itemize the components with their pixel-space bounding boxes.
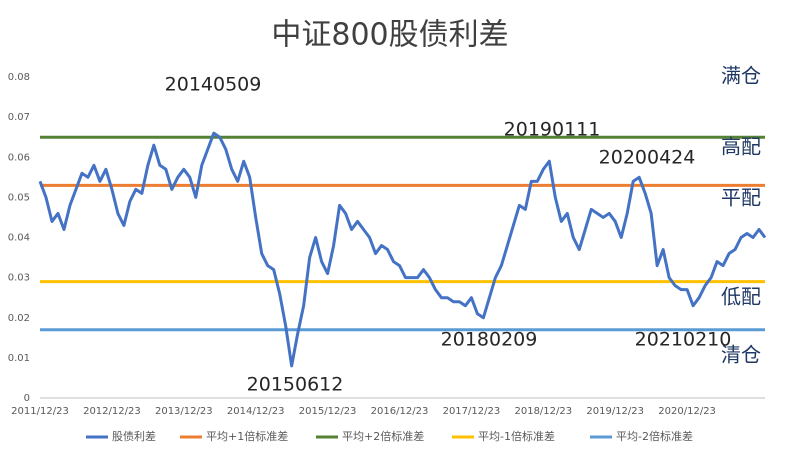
x-tick-label: 2011/12/23: [11, 406, 69, 417]
x-tick-label: 2016/12/23: [371, 406, 429, 417]
y-tick-label: 0.08: [8, 72, 30, 83]
legend-label: 平均-1倍标准差: [478, 429, 555, 443]
x-tick-label: 2015/12/23: [299, 406, 357, 417]
x-tick-label: 2013/12/23: [155, 406, 213, 417]
y-tick-label: 0.07: [8, 112, 30, 123]
legend-label: 股债利差: [112, 429, 156, 443]
annotation: 20190111: [504, 119, 601, 141]
y-tick-label: 0.03: [8, 273, 30, 284]
y-tick-label: 0.02: [8, 313, 30, 324]
x-tick-label: 2017/12/23: [443, 406, 501, 417]
x-tick-label: 2020/12/23: [658, 406, 716, 417]
y-tick-label: 0.01: [8, 353, 30, 364]
legend-label: 平均+2倍标准差: [342, 429, 424, 443]
zone-label: 高配: [721, 135, 761, 159]
annotation: 20210210: [635, 329, 732, 351]
zone-label: 满仓: [721, 64, 761, 88]
x-tick-label: 2014/12/23: [227, 406, 285, 417]
legend-label: 平均-2倍标准差: [616, 429, 693, 443]
annotation: 20180209: [441, 329, 538, 351]
legend-label: 平均+1倍标准差: [206, 429, 288, 443]
data-line: [38, 131, 767, 368]
x-tick-label: 2018/12/23: [514, 406, 572, 417]
annotation: 20150612: [247, 374, 344, 396]
chart-title: 中证800股债利差: [271, 18, 508, 53]
zone-label: 平配: [721, 186, 761, 210]
zone-label: 清仓: [721, 343, 761, 367]
y-tick-label: 0.04: [8, 233, 30, 244]
annotation: 20200424: [599, 147, 696, 169]
y-tick-label: 0.06: [8, 152, 30, 163]
x-tick-label: 2012/12/23: [83, 406, 141, 417]
x-tick-label: 2019/12/23: [586, 406, 644, 417]
y-tick-label: 0.05: [8, 192, 30, 203]
y-tick-label: 0: [24, 393, 30, 404]
zone-label: 低配: [721, 285, 761, 309]
annotation: 20140509: [165, 74, 262, 96]
